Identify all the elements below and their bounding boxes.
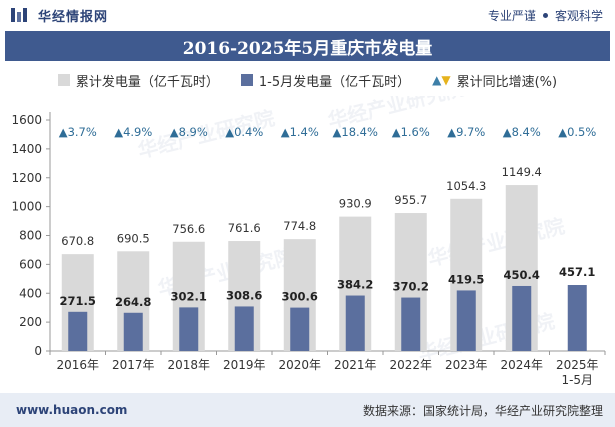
x-tick-label: 2022年 <box>389 358 432 372</box>
y-tick-label: 400 <box>19 286 42 300</box>
legend-triangle-icon: ▲▼ <box>432 73 451 87</box>
growth-label: ▲18.4% <box>333 125 378 139</box>
period-value-label: 419.5 <box>448 272 484 286</box>
brand-logo-icon <box>11 8 27 22</box>
legend-label-growth: 累计同比增速(%) <box>456 74 558 90</box>
x-tick-label: 2016年 <box>56 358 99 372</box>
legend-swatch-period <box>240 74 253 86</box>
footer: www.huaon.com 数据来源：国家统计局，华经产业研究院整理 <box>0 393 615 427</box>
total-value-label: 774.8 <box>283 219 316 233</box>
legend-item-period: 1-5月发电量（亿千瓦时） <box>240 71 411 90</box>
y-tick-label: 800 <box>19 229 42 243</box>
brand: 华经情报网 <box>10 6 108 25</box>
x-tick-label: 1-5月 <box>561 373 593 387</box>
legend-item-growth: ▲▼ 累计同比增速(%) <box>432 71 557 90</box>
growth-label: ▲4.9% <box>114 125 152 139</box>
period-value-label: 450.4 <box>504 268 540 282</box>
footer-url: www.huaon.com <box>16 403 128 417</box>
period-bar <box>123 312 143 351</box>
x-tick-label: 2023年 <box>445 358 488 372</box>
total-value-label: 761.6 <box>228 221 261 235</box>
period-bar <box>345 295 365 351</box>
y-tick-label: 600 <box>19 257 42 271</box>
period-value-label: 302.1 <box>171 289 207 303</box>
y-tick-label: 1200 <box>11 171 42 185</box>
period-bar <box>456 290 476 351</box>
title-bar: 2016-2025年5月重庆市发电量 <box>5 31 610 61</box>
period-bar <box>567 285 587 351</box>
y-tick-label: 0 <box>34 344 42 358</box>
total-value-label: 1149.4 <box>502 165 542 179</box>
x-tick-label: 2025年 <box>556 358 599 372</box>
label-layer: 670.8 271.5 ▲3.7% 2016年 690.5 264.8 ▲4.9% 2017年… <box>56 125 598 387</box>
legend-label-period: 1-5月发电量（亿千瓦时） <box>258 74 411 90</box>
x-tick-label: 2018年 <box>167 358 210 372</box>
growth-label: ▲0.4% <box>225 125 263 139</box>
period-bar <box>401 297 421 351</box>
tagline: 专业严谨 客观科学 <box>488 7 603 24</box>
y-tick-label: 200 <box>19 315 42 329</box>
legend-swatch-total <box>57 74 70 86</box>
bar-layer <box>61 185 587 351</box>
growth-label: ▲8.4% <box>503 125 541 139</box>
y-tick-label: 1600 <box>11 113 42 127</box>
tagline-dot <box>542 12 548 18</box>
tagline-left: 专业严谨 <box>487 8 536 23</box>
legend: 累计发电量（亿千瓦时） 1-5月发电量（亿千瓦时） ▲▼ 累计同比增速(%) <box>0 66 615 94</box>
period-value-label: 384.2 <box>337 278 373 292</box>
period-value-label: 300.6 <box>282 290 318 304</box>
tagline-right: 客观科学 <box>554 8 603 23</box>
growth-label: ▲0.5% <box>558 125 596 139</box>
bar-chart: 华经产业研究院 华经产业研究院 华经产业研究院 华经产业研究院 华经产业研究院 … <box>11 96 606 387</box>
growth-label: ▲3.7% <box>59 125 97 139</box>
growth-label: ▲1.4% <box>281 125 319 139</box>
top-bar: 华经情报网 专业严谨 客观科学 <box>0 0 615 30</box>
brand-name: 华经情报网 <box>38 9 109 25</box>
total-value-label: 670.8 <box>61 234 94 248</box>
chart-title: 2016-2025年5月重庆市发电量 <box>182 38 433 59</box>
total-value-label: 690.5 <box>117 231 150 245</box>
period-bar <box>179 307 199 351</box>
growth-label: ▲9.7% <box>447 125 485 139</box>
x-tick-label: 2019年 <box>223 358 266 372</box>
total-value-label: 1054.3 <box>446 179 486 193</box>
period-value-label: 370.2 <box>393 280 429 294</box>
period-bar <box>68 311 88 351</box>
x-tick-label: 2017年 <box>112 358 155 372</box>
period-value-label: 271.5 <box>60 294 96 308</box>
period-value-label: 264.8 <box>115 295 151 309</box>
growth-label: ▲8.9% <box>170 125 208 139</box>
x-tick-label: 2024年 <box>500 358 543 372</box>
legend-item-total: 累计发电量（亿千瓦时） <box>57 71 219 90</box>
period-value-label: 457.1 <box>559 265 595 279</box>
y-tick-label: 1000 <box>11 200 42 214</box>
watermark-text: 华经产业研究院 <box>425 214 567 271</box>
period-bar <box>234 306 254 351</box>
total-value-label: 955.7 <box>394 193 427 207</box>
x-tick-label: 2020年 <box>278 358 321 372</box>
total-value-label: 930.9 <box>339 197 372 211</box>
x-tick-label: 2021年 <box>334 358 377 372</box>
period-bar <box>512 285 532 351</box>
y-tick-label: 1400 <box>11 142 42 156</box>
footer-source: 数据来源：国家统计局，华经产业研究院整理 <box>362 403 603 418</box>
legend-label-total: 累计发电量（亿千瓦时） <box>75 74 219 90</box>
growth-label: ▲1.6% <box>392 125 430 139</box>
total-value-label: 756.6 <box>172 222 205 236</box>
axis-layer: 0 200 400 600 800 1000 1200 1400 1600 <box>11 112 606 358</box>
period-value-label: 308.6 <box>226 288 262 302</box>
period-bar <box>290 307 310 351</box>
